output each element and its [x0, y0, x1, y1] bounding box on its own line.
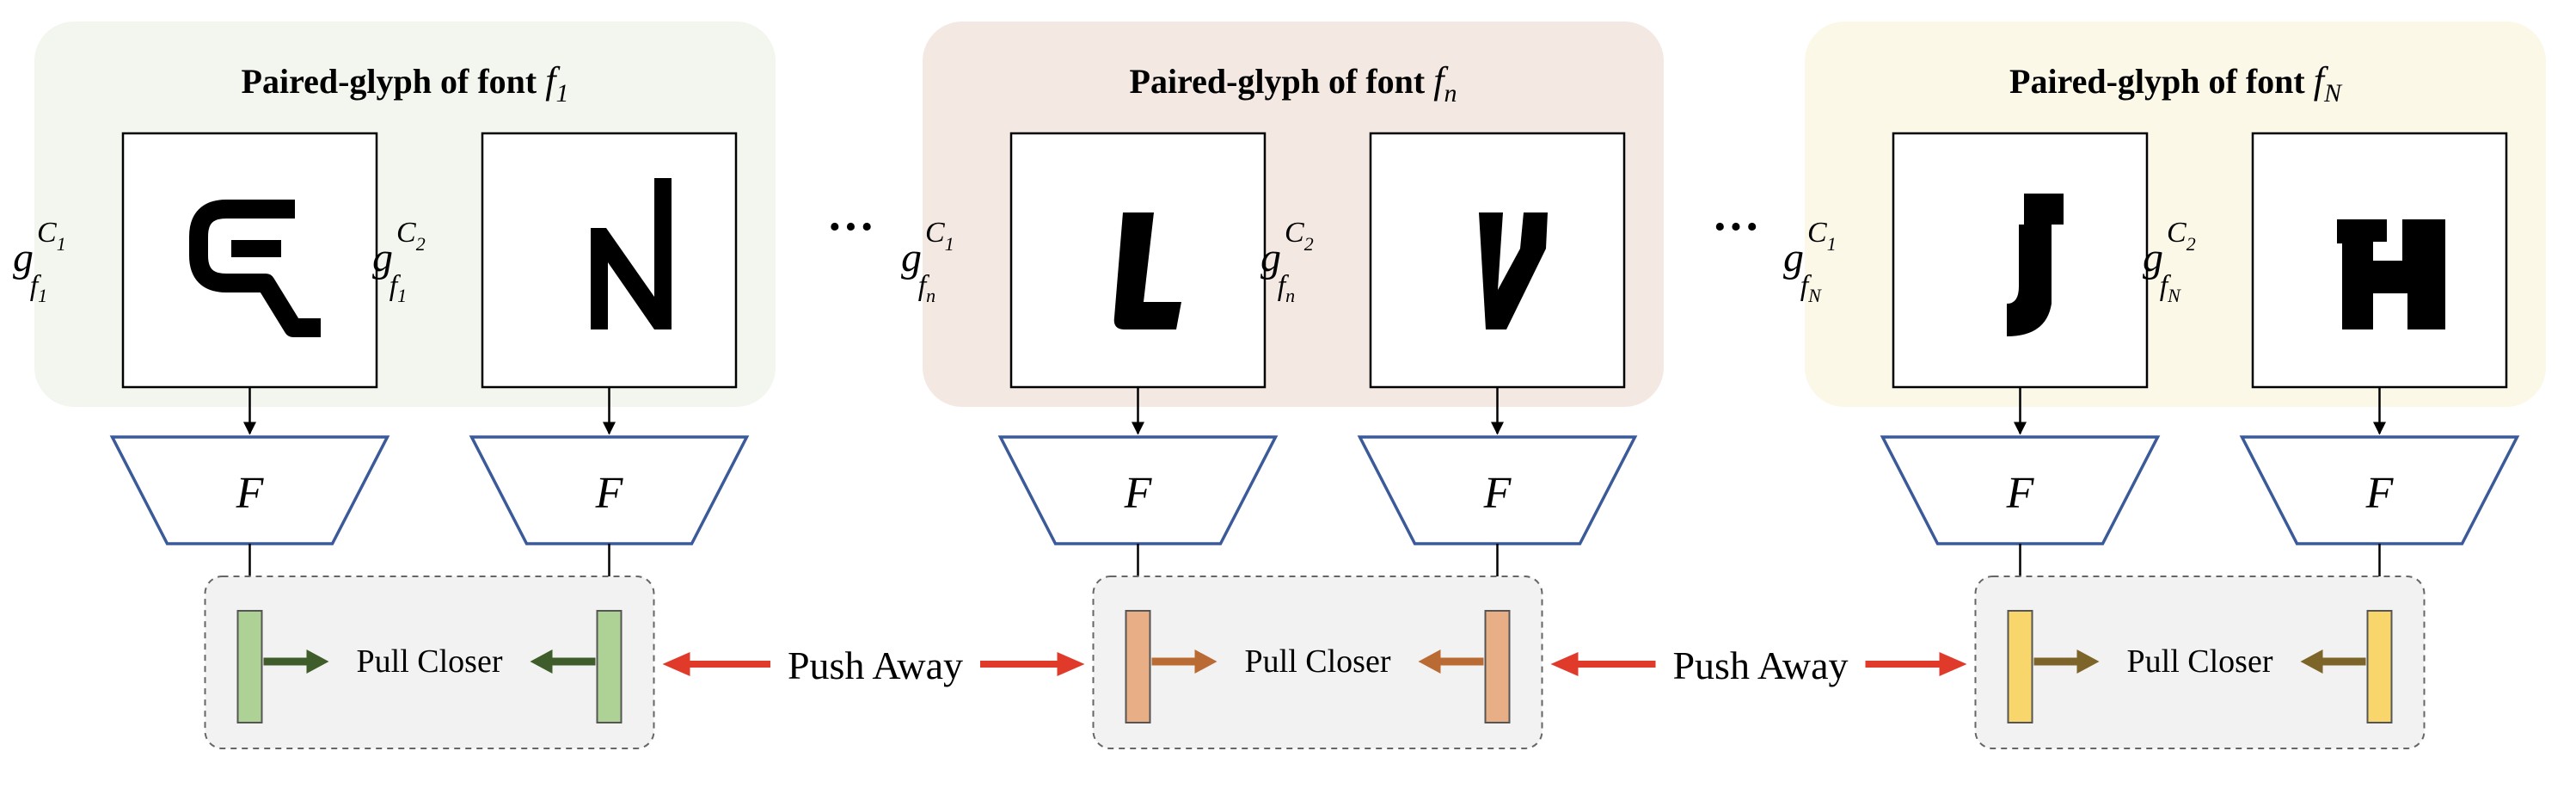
feature-vector-1 — [1125, 610, 1151, 723]
glyph-label: gC1 f1 — [13, 217, 66, 306]
push-away-1: Push Away — [662, 643, 1085, 687]
pull-closer-label: Pull Closer — [2127, 643, 2273, 680]
encoder-label: F — [1124, 469, 1153, 518]
pull-arrow-right-head — [530, 649, 553, 674]
pull-arrow-left-head — [306, 649, 329, 674]
pull-closer-label: Pull Closer — [357, 643, 503, 680]
glyph-label: gC2 fN — [2143, 217, 2196, 306]
glyph-image-box — [1369, 132, 1626, 389]
push-arrow-right-head — [1057, 652, 1085, 676]
glyph-v-shape — [1479, 212, 1548, 329]
encoder-label: F — [1483, 469, 1512, 518]
font-group-3: Paired-glyph of font fNgC1fNJFgC2fNHFPul… — [1783, 22, 2546, 749]
glyph-n-image: N — [591, 178, 672, 329]
pull-arrow-left-head — [1194, 649, 1217, 674]
feature-vector-1 — [2007, 610, 2033, 723]
glyph-g-shape — [189, 200, 321, 337]
feature-vector-1 — [236, 610, 263, 723]
glyph-h-shape — [2337, 219, 2445, 329]
feature-vector-2 — [1484, 610, 1511, 723]
glyph-v-image: V — [1479, 212, 1548, 329]
feature-vector-2 — [2366, 610, 2393, 723]
push-away-label: Push Away — [788, 643, 963, 687]
encoder-block — [469, 435, 750, 545]
push-away-2: Push Away — [1550, 643, 1967, 687]
push-arrow-right-head — [1939, 652, 1967, 676]
glyph-label: gC2 fn — [1260, 217, 1314, 306]
glyph-image-box — [2251, 132, 2508, 389]
pull-arrow-right-head — [2300, 649, 2323, 674]
glyph-n-shape — [591, 178, 672, 329]
encoder-label: F — [2006, 469, 2035, 518]
pull-arrow-left-head — [2076, 649, 2100, 674]
encoder-block — [109, 435, 390, 545]
feature-vector-2 — [596, 610, 623, 723]
pull-closer-box — [204, 576, 655, 749]
group-title: Paired-glyph of font f1 — [242, 59, 569, 108]
glyph-j-shape — [2007, 194, 2064, 336]
pull-closer-box — [1974, 576, 2426, 749]
encoder-block — [2239, 435, 2520, 545]
encoder-label: F — [236, 469, 265, 518]
pull-closer-label: Pull Closer — [1245, 643, 1391, 680]
glyph-l-shape — [1113, 212, 1181, 329]
glyph-l-image: L — [1113, 212, 1181, 329]
encoder-block — [997, 435, 1279, 545]
group-title: Paired-glyph of font fN — [2009, 59, 2343, 108]
push-arrow-left-head — [1550, 652, 1579, 676]
font-group-1: Paired-glyph of font f1gC1f1GFgC2f1NFPul… — [13, 22, 776, 749]
encoder-label: F — [595, 469, 624, 518]
push-arrow-left-head — [662, 652, 690, 676]
encoder-block — [1880, 435, 2161, 545]
encoder-block — [1357, 435, 1638, 545]
push-away-label: Push Away — [1672, 643, 1848, 687]
glyph-image-box — [121, 132, 378, 389]
glyph-j-image: J — [2007, 194, 2064, 336]
pull-arrow-right-head — [1418, 649, 1441, 674]
glyph-g-image: G — [189, 200, 321, 337]
glyph-h-image: H — [2337, 219, 2445, 329]
group-title: Paired-glyph of font fn — [1130, 59, 1457, 108]
ellipsis-2: ··· — [1712, 200, 1760, 254]
pull-closer-box — [1092, 576, 1543, 749]
encoder-label: F — [2365, 469, 2395, 518]
ellipsis-1: ··· — [826, 200, 874, 254]
glyph-label: gC1 fn — [901, 217, 954, 306]
